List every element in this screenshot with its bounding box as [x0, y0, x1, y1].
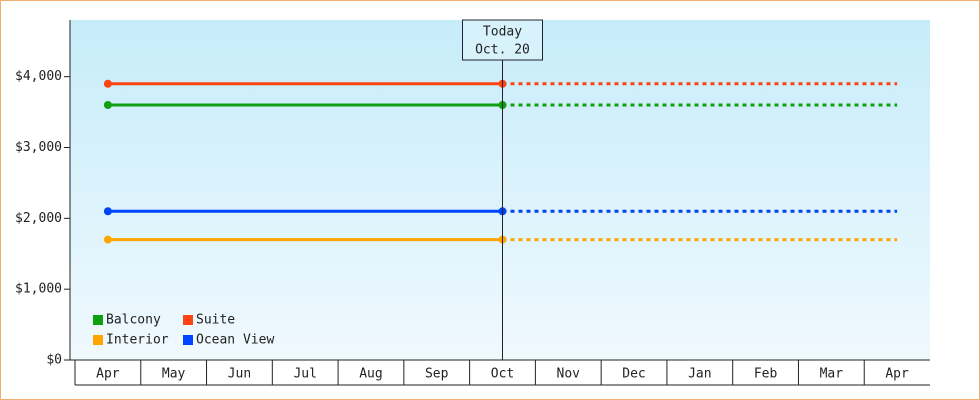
point: [103, 207, 112, 216]
legend-label: Suite: [196, 313, 235, 328]
x-tick-label: Nov: [557, 367, 581, 382]
today-box: [462, 19, 543, 61]
legend-label: Ocean View: [196, 333, 274, 348]
x-tick-label: Feb: [754, 367, 778, 382]
x-tick-label: Mar: [820, 367, 844, 382]
y-tick-label: $1,000: [15, 282, 62, 297]
x-tick-label: Jul: [293, 367, 316, 382]
x-tick-label: Aug: [359, 367, 382, 382]
x-tick-label: Dec: [622, 367, 645, 382]
legend-swatch: [183, 335, 193, 345]
x-tick-label: Jan: [688, 367, 711, 382]
plot-area: [70, 20, 930, 360]
legend-swatch: [183, 315, 193, 325]
legend-label: Balcony: [106, 313, 161, 328]
today-label: Today: [483, 25, 522, 40]
y-tick-label: $2,000: [15, 211, 62, 226]
y-tick-label: $3,000: [15, 140, 62, 155]
legend-label: Interior: [106, 333, 169, 348]
y-tick-label: $4,000: [15, 69, 62, 84]
x-tick-label: Apr: [96, 367, 120, 382]
today-date: Oct. 20: [475, 43, 530, 58]
x-tick-label: Sep: [425, 367, 449, 382]
point: [103, 79, 112, 88]
point: [103, 235, 112, 244]
y-tick-label: $0: [46, 353, 62, 368]
point: [103, 101, 112, 109]
x-tick-label: Jun: [228, 367, 251, 382]
x-tick-label: Oct: [491, 367, 514, 382]
legend-swatch: [93, 335, 103, 345]
x-tick-label: May: [162, 367, 186, 382]
x-tick-label: Apr: [885, 367, 909, 382]
legend-swatch: [93, 315, 103, 325]
